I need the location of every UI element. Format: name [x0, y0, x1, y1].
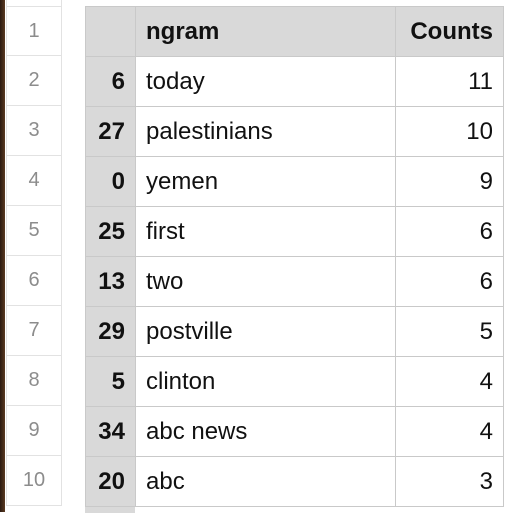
index-cell[interactable]: 25	[85, 206, 136, 257]
counts-cell[interactable]: 4	[395, 356, 504, 407]
ngram-cell[interactable]: first	[135, 206, 396, 257]
ngram-cell[interactable]: palestinians	[135, 106, 396, 157]
counts-cell[interactable]: 6	[395, 256, 504, 307]
next-row-index-stub	[85, 507, 135, 513]
ngram-cell[interactable]: today	[135, 56, 396, 107]
table-row: 29 postville 5	[85, 306, 504, 357]
next-row-partial	[85, 506, 503, 513]
counts-cell[interactable]: 9	[395, 156, 504, 207]
table-row: 6 today 11	[85, 56, 504, 107]
ngram-cell[interactable]: abc news	[135, 406, 396, 457]
table-header-row: ngram Counts	[85, 6, 504, 57]
table-row: 27 palestinians 10	[85, 106, 504, 157]
counts-header-cell[interactable]: Counts	[395, 6, 504, 57]
row-number[interactable]: 5	[6, 206, 62, 256]
index-header-cell[interactable]	[85, 6, 136, 57]
table-row: 0 yemen 9	[85, 156, 504, 207]
index-cell[interactable]: 6	[85, 56, 136, 107]
counts-cell[interactable]: 5	[395, 306, 504, 357]
ngram-header-cell[interactable]: ngram	[135, 6, 396, 57]
table-row: 13 two 6	[85, 256, 504, 307]
row-number[interactable]: 4	[6, 156, 62, 206]
table-row: 5 clinton 4	[85, 356, 504, 407]
row-number-column: 1 2 3 4 5 6 7 8 9 10	[6, 6, 62, 506]
row-number[interactable]: 3	[6, 106, 62, 156]
ngram-cell[interactable]: clinton	[135, 356, 396, 407]
window-left-edge	[0, 0, 5, 512]
counts-cell[interactable]: 3	[395, 456, 504, 507]
ngram-cell[interactable]: abc	[135, 456, 396, 507]
index-cell[interactable]: 13	[85, 256, 136, 307]
row-number[interactable]: 6	[6, 256, 62, 306]
index-cell[interactable]: 27	[85, 106, 136, 157]
row-number[interactable]: 10	[6, 456, 62, 506]
row-number-strip-top	[6, 0, 62, 6]
ngram-cell[interactable]: postville	[135, 306, 396, 357]
ngram-cell[interactable]: yemen	[135, 156, 396, 207]
row-number[interactable]: 2	[6, 56, 62, 106]
index-cell[interactable]: 34	[85, 406, 136, 457]
ngram-cell[interactable]: two	[135, 256, 396, 307]
index-cell[interactable]: 20	[85, 456, 136, 507]
counts-cell[interactable]: 10	[395, 106, 504, 157]
row-number[interactable]: 9	[6, 406, 62, 456]
counts-cell[interactable]: 11	[395, 56, 504, 107]
counts-cell[interactable]: 4	[395, 406, 504, 457]
row-number[interactable]: 1	[6, 6, 62, 56]
counts-cell[interactable]: 6	[395, 206, 504, 257]
table-row: 25 first 6	[85, 206, 504, 257]
ngram-table: ngram Counts 6 today 11 27 palestinians …	[85, 6, 504, 507]
index-cell[interactable]: 5	[85, 356, 136, 407]
table-row: 34 abc news 4	[85, 406, 504, 457]
row-number[interactable]: 7	[6, 306, 62, 356]
table-row: 20 abc 3	[85, 456, 504, 507]
row-number[interactable]: 8	[6, 356, 62, 406]
index-cell[interactable]: 29	[85, 306, 136, 357]
index-cell[interactable]: 0	[85, 156, 136, 207]
